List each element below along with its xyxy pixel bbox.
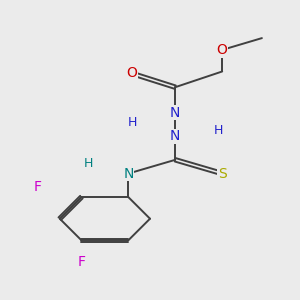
Text: O: O bbox=[217, 43, 228, 57]
Text: F: F bbox=[77, 255, 86, 269]
Text: H: H bbox=[214, 124, 223, 137]
Text: F: F bbox=[34, 180, 42, 194]
Text: N: N bbox=[170, 129, 181, 143]
Text: N: N bbox=[123, 167, 134, 181]
Text: H: H bbox=[84, 157, 93, 170]
Text: O: O bbox=[127, 66, 137, 80]
Text: N: N bbox=[170, 106, 181, 120]
Text: H: H bbox=[127, 116, 136, 129]
Text: S: S bbox=[218, 167, 226, 181]
